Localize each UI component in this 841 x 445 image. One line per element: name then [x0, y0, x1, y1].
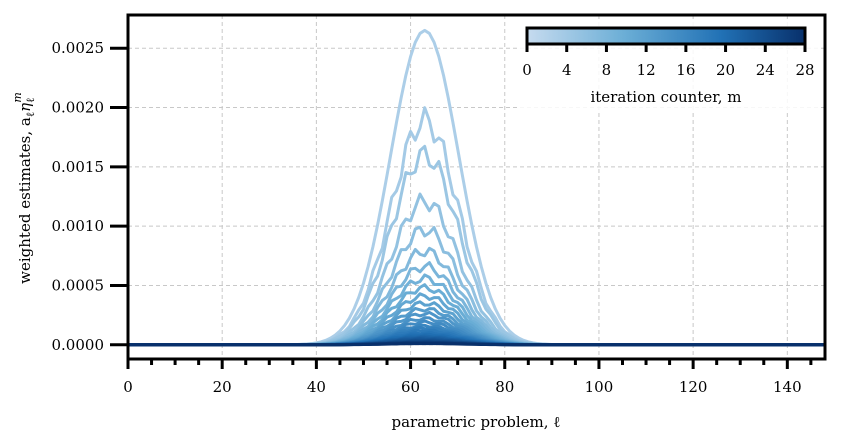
colorbar: 0 4 8 12 16 20 24 28 iteration counter, m	[518, 20, 818, 110]
series-layer	[128, 28, 825, 347]
x-tick-label-3: 60	[401, 378, 420, 396]
colorbar-label: iteration counter, m	[590, 88, 741, 106]
colorbar-tick-label-7: 28	[795, 61, 814, 79]
x-tick-label-5: 100	[585, 378, 614, 396]
colorbar-tick-label-6: 24	[756, 61, 775, 79]
x-tick-label-0: 0	[123, 378, 133, 396]
y-axis-label-sub: ℓ	[24, 112, 37, 117]
y-tick-label-5: 0.0025	[52, 39, 105, 57]
y-axis: 0.0000 0.0005 0.0010 0.0015 0.0020 0.0025	[52, 39, 128, 354]
plot-frame	[126, 13, 827, 361]
x-tick-label-1: 20	[213, 378, 232, 396]
x-axis: 0 20 40 60 80 100 120 140	[123, 359, 813, 396]
colorbar-tick-label-2: 8	[602, 61, 612, 79]
colorbar-tick-label-4: 16	[676, 61, 695, 79]
y-axis-label-main: weighted estimates, a	[16, 117, 34, 284]
colorbar-tick-label-0: 0	[522, 61, 532, 79]
y-axis-label: weighted estimates, aℓηℓm	[11, 92, 37, 284]
y-tick-label-2: 0.0010	[52, 217, 105, 235]
x-tick-label-4: 80	[495, 378, 514, 396]
x-tick-label-6: 120	[679, 378, 708, 396]
series-line-28	[128, 342, 825, 347]
y-tick-label-1: 0.0005	[52, 276, 105, 294]
colorbar-tick-label-5: 20	[716, 61, 735, 79]
colorbar-tick-label-1: 4	[562, 61, 572, 79]
colorbar-gradient	[525, 26, 807, 46]
x-tick-label-7: 140	[773, 378, 802, 396]
x-axis-label: parametric problem, ℓ	[392, 413, 561, 431]
x-tick-label-2: 40	[307, 378, 326, 396]
y-axis-label-eta-sub: ℓ	[24, 98, 37, 103]
y-tick-label-3: 0.0015	[52, 158, 105, 176]
colorbar-ticks: 0 4 8 12 16 20 24 28	[522, 44, 815, 79]
y-axis-label-eta: η	[16, 103, 34, 112]
y-tick-label-4: 0.0020	[52, 99, 105, 117]
y-axis-label-eta-sup: m	[11, 92, 24, 102]
colorbar-tick-label-3: 12	[637, 61, 656, 79]
y-tick-label-0: 0.0000	[52, 336, 105, 354]
